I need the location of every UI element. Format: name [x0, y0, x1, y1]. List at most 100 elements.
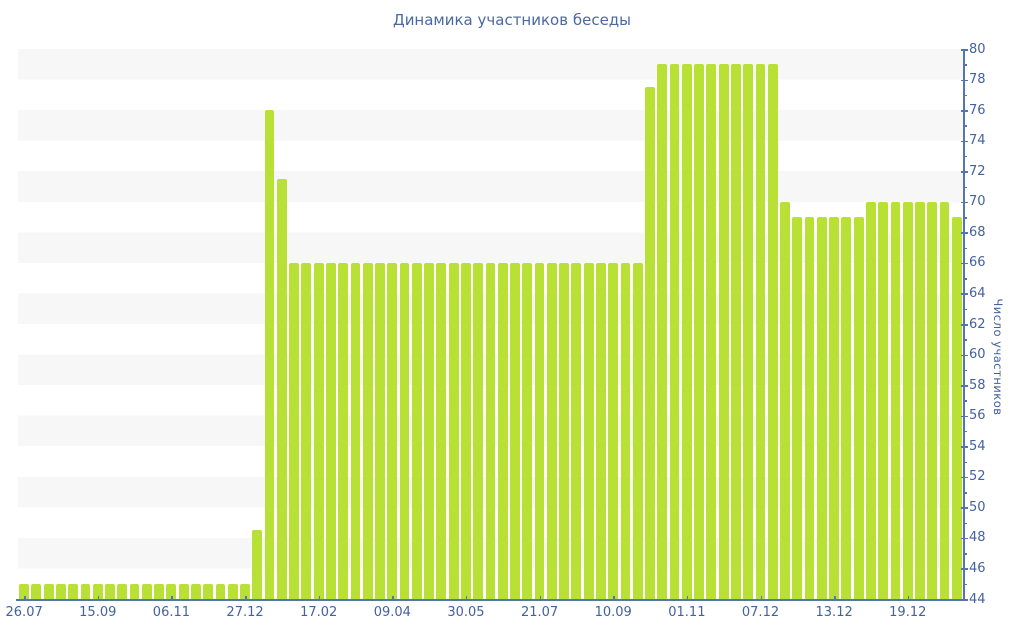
- bar[interactable]: [510, 262, 520, 599]
- bar[interactable]: [191, 583, 201, 599]
- x-tick-label: 27.12: [226, 605, 264, 620]
- bar[interactable]: [485, 262, 496, 599]
- bar[interactable]: [166, 583, 177, 599]
- bar[interactable]: [657, 64, 668, 599]
- bar[interactable]: [632, 262, 643, 599]
- bar[interactable]: [792, 217, 803, 599]
- bar[interactable]: [743, 64, 754, 599]
- bar[interactable]: [19, 583, 29, 599]
- bar[interactable]: [669, 64, 680, 599]
- bar[interactable]: [411, 262, 422, 599]
- bar[interactable]: [227, 583, 238, 599]
- bar[interactable]: [804, 217, 815, 599]
- bar[interactable]: [203, 583, 214, 599]
- bar[interactable]: [890, 201, 901, 599]
- y-major-tick: [961, 446, 968, 448]
- y-tick-label: 70: [969, 194, 986, 210]
- x-tick: [97, 595, 100, 599]
- y-major-tick: [961, 293, 968, 295]
- bar[interactable]: [546, 262, 557, 599]
- bar[interactable]: [289, 262, 299, 599]
- bar[interactable]: [841, 217, 852, 599]
- bar[interactable]: [338, 262, 349, 599]
- bar[interactable]: [951, 217, 962, 599]
- bar[interactable]: [694, 64, 704, 599]
- bar[interactable]: [264, 110, 275, 599]
- bar[interactable]: [350, 262, 361, 599]
- bar[interactable]: [31, 583, 42, 599]
- y-minor-tick: [963, 155, 967, 158]
- bar[interactable]: [816, 217, 827, 599]
- bar[interactable]: [780, 201, 790, 599]
- bar[interactable]: [154, 583, 164, 599]
- bar[interactable]: [767, 64, 778, 599]
- bar[interactable]: [215, 583, 226, 599]
- bar[interactable]: [853, 217, 864, 599]
- bar[interactable]: [240, 583, 250, 599]
- bar[interactable]: [92, 583, 103, 599]
- bar[interactable]: [68, 583, 79, 599]
- bar[interactable]: [252, 530, 263, 599]
- bar[interactable]: [583, 262, 594, 599]
- y-major-tick: [961, 79, 968, 82]
- y-minor-tick: [963, 278, 967, 280]
- bar[interactable]: [718, 64, 729, 599]
- bar[interactable]: [387, 262, 398, 599]
- y-tick-label: 78: [969, 72, 986, 88]
- y-minor-tick: [963, 94, 967, 97]
- bar[interactable]: [448, 262, 459, 599]
- bar[interactable]: [534, 262, 545, 599]
- bar[interactable]: [129, 583, 140, 599]
- x-tick-label: 21.07: [520, 605, 559, 620]
- bar[interactable]: [596, 262, 606, 599]
- x-tick: [907, 595, 910, 599]
- x-tick: [539, 595, 542, 599]
- bar[interactable]: [141, 583, 152, 599]
- bar[interactable]: [117, 583, 128, 599]
- y-minor-tick: [963, 461, 967, 463]
- bar[interactable]: [915, 201, 925, 599]
- y-minor-tick: [963, 186, 967, 188]
- bar[interactable]: [829, 217, 839, 599]
- bar[interactable]: [522, 262, 533, 599]
- bar[interactable]: [681, 64, 692, 599]
- bar[interactable]: [105, 583, 115, 599]
- y-minor-tick: [963, 369, 967, 372]
- x-tick: [245, 595, 247, 599]
- y-minor-tick: [963, 553, 967, 555]
- bar[interactable]: [424, 262, 434, 599]
- bar[interactable]: [375, 262, 385, 599]
- bar[interactable]: [362, 262, 373, 599]
- bar[interactable]: [706, 64, 717, 599]
- bar[interactable]: [620, 262, 631, 599]
- bar[interactable]: [276, 178, 287, 599]
- bar[interactable]: [399, 262, 410, 599]
- bar[interactable]: [436, 262, 447, 599]
- bar[interactable]: [461, 262, 471, 599]
- bar[interactable]: [878, 201, 889, 599]
- bar[interactable]: [571, 262, 582, 599]
- bar[interactable]: [559, 262, 569, 599]
- bar[interactable]: [755, 64, 766, 599]
- bar[interactable]: [939, 201, 950, 599]
- bar[interactable]: [497, 262, 508, 599]
- y-major-tick: [961, 171, 968, 173]
- bar[interactable]: [645, 87, 655, 599]
- bar[interactable]: [473, 262, 484, 599]
- bar[interactable]: [902, 201, 913, 599]
- bar[interactable]: [43, 583, 54, 599]
- bar[interactable]: [927, 201, 938, 599]
- bar[interactable]: [731, 64, 741, 599]
- bar[interactable]: [80, 583, 91, 599]
- bar[interactable]: [313, 262, 324, 599]
- bar[interactable]: [178, 583, 189, 599]
- y-minor-tick: [963, 308, 967, 311]
- bar[interactable]: [301, 262, 312, 599]
- y-minor-tick: [963, 400, 967, 402]
- bar[interactable]: [326, 262, 336, 599]
- bar[interactable]: [56, 583, 66, 599]
- y-tick-label: 64: [969, 285, 986, 301]
- bar[interactable]: [608, 262, 619, 599]
- bar[interactable]: [866, 201, 876, 599]
- y-minor-tick: [963, 492, 967, 494]
